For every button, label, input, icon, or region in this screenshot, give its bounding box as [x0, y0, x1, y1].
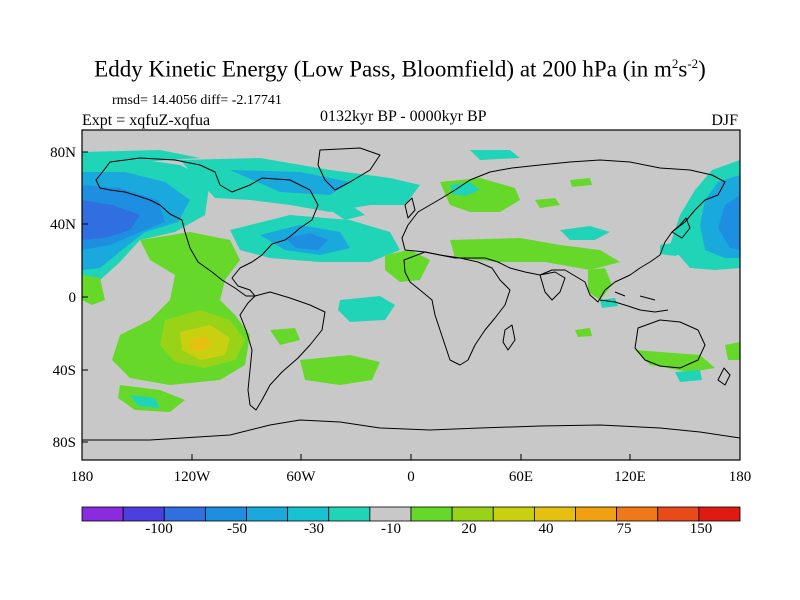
season-label: DJF: [711, 112, 738, 129]
south-atlantic-green: [300, 355, 380, 385]
colorbar-swatch: [657, 506, 700, 522]
colorbar-swatch: [81, 506, 124, 522]
colorbar-swatch: [287, 506, 330, 522]
colorbar-swatch: [698, 506, 741, 522]
lat-label: 40N: [50, 217, 76, 233]
colorbar-swatch: [575, 506, 618, 522]
anomaly-field: [82, 130, 740, 460]
lon-label: 180: [71, 469, 94, 485]
colorbar-label: 150: [690, 521, 713, 537]
south-pacific-max: [190, 336, 212, 352]
colorbar-swatch: [163, 506, 206, 522]
colorbar-labels: -100 -50 -30 -10 20 40 75 150: [145, 521, 712, 537]
europe-teal: [450, 182, 480, 196]
coast-new-zealand: [717, 367, 731, 386]
colorbar-label: 20: [462, 521, 477, 537]
siberia-green: [535, 198, 560, 208]
lat-label: 80N: [50, 145, 76, 161]
coast-eurasia: [401, 159, 726, 303]
lon-label: 180: [729, 469, 752, 485]
coastlines: [82, 147, 740, 441]
lon-label: 60E: [509, 469, 533, 485]
colorbar-label: -100: [145, 521, 173, 537]
north-pacific-deepblue-left: [82, 200, 140, 240]
colorbar-swatch: [451, 506, 494, 522]
north-pacific-blue-right: [718, 195, 740, 250]
south-pacific-teal-tail: [130, 395, 160, 408]
colorbar-swatch: [204, 506, 247, 522]
coast-australia: [634, 319, 706, 369]
pacific-teal-blob-2: [560, 226, 610, 240]
colorbar-label: 75: [617, 521, 632, 537]
lat-labels: 80N 40N 0 40S 80S: [50, 145, 76, 451]
coast-greenland: [317, 147, 381, 191]
coast-uk: [404, 197, 416, 219]
south-atlantic-teal: [338, 296, 395, 322]
colorbar-label: -30: [304, 521, 324, 537]
coast-indonesia: [599, 291, 669, 313]
period-label: 0132kyr BP - 0000kyr BP: [320, 108, 487, 125]
colorbar-swatch: [122, 506, 165, 522]
se-asia-green: [588, 268, 612, 300]
rmsd-text: rmsd= 14.4056 diff= -2.17741: [112, 93, 282, 108]
colorbar-swatch: [369, 506, 412, 522]
coast-antarctica: [82, 419, 740, 441]
colorbar-swatch: [328, 506, 371, 522]
lat-label: 80S: [53, 435, 76, 451]
colorbar-label: 40: [539, 521, 554, 537]
experiment-label: Expt = xqfuZ-xqfua: [82, 112, 211, 129]
coast-south-america: [239, 291, 326, 411]
lon-label: 120E: [614, 469, 646, 485]
colorbar-swatch: [410, 506, 453, 522]
coast-africa: [403, 251, 511, 366]
lon-label: 120W: [174, 469, 212, 485]
lon-label: 60W: [286, 469, 316, 485]
coast-india: [539, 271, 566, 301]
africa-green: [385, 250, 430, 282]
colorbar-swatch: [492, 506, 535, 522]
colorbar-swatch: [246, 506, 289, 522]
colorbar-label: -10: [381, 521, 401, 537]
south-atlantic-green-2: [270, 328, 300, 345]
arctic-teal-top: [82, 150, 200, 165]
east-pacific-green: [725, 342, 740, 360]
colorbar-swatch: [616, 506, 659, 522]
colorbar-swatch: [533, 506, 576, 522]
pacific-teal-blob-1: [330, 208, 365, 220]
lat-label: 0: [69, 290, 77, 306]
lon-label: 0: [407, 469, 415, 485]
north-america-cyan-band: [230, 170, 350, 195]
australia-green: [635, 350, 715, 372]
axis-ticks: [81, 151, 741, 460]
coast-madagascar: [502, 324, 516, 351]
subtropic-green-band: [450, 238, 620, 270]
pacific-teal-blob-3: [660, 242, 690, 256]
colorbar: [81, 506, 741, 522]
arctic-teal-mid: [470, 150, 520, 160]
indian-green-small: [575, 328, 592, 337]
colorbar-label: -50: [227, 521, 247, 537]
lat-label: 40S: [53, 363, 76, 379]
atlantic-blue-core: [285, 233, 328, 250]
lon-labels: 180 120W 60W 0 60E 120E 180: [71, 469, 752, 485]
coast-north-america: [95, 157, 319, 297]
central-asia-green: [570, 178, 592, 187]
australia-teal: [675, 370, 702, 382]
coast-japan: [671, 217, 691, 239]
chart-title: Eddy Kinetic Energy (Low Pass, Bloomfiel…: [94, 56, 706, 82]
